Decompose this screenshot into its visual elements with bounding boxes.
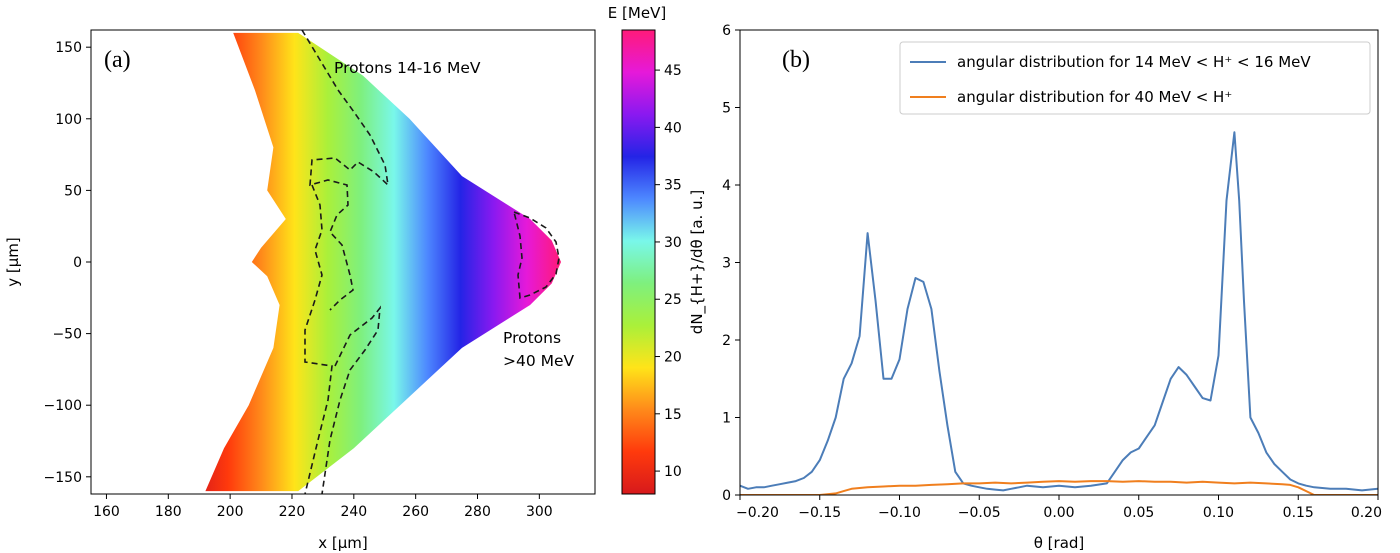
panel-b-x-tick-label: 0.20	[1351, 505, 1382, 521]
panel-a-label: (a)	[104, 47, 131, 73]
colorbar-gradient	[621, 29, 656, 495]
panel-a-x-label: x [μm]	[318, 534, 368, 552]
legend-box	[899, 41, 1371, 115]
panel-b-y-tick-label: 2	[722, 333, 731, 349]
panel-a-x-tick-label: 200	[217, 504, 244, 520]
panel-a-y-tick-label: −100	[44, 398, 82, 414]
colorbar-label: E [MeV]	[608, 4, 666, 22]
colorbar-tick-label: 40	[664, 120, 682, 136]
panel-a-y-axis: −150 −100 −50 0 50 100 150	[44, 40, 91, 486]
panel-a-y-tick-label: 0	[73, 255, 82, 271]
panel-b-x-label: θ [rad]	[1034, 534, 1085, 552]
panel-a-x-axis: 160 180 200 220 240 260 280 300	[93, 494, 553, 520]
panel-b-y-tick-label: 5	[722, 101, 731, 117]
legend-label-14-16: angular distribution for 14 MeV < H⁺ < 1…	[957, 53, 1311, 71]
panel-b-x-tick-label: 0.00	[1043, 505, 1074, 521]
panel-b-y-tick-label: 6	[722, 23, 731, 39]
legend: angular distribution for 14 MeV < H⁺ < 1…	[899, 41, 1371, 115]
panel-a-x-tick-label: 240	[340, 504, 367, 520]
panel-b-y-tick-label: 1	[722, 411, 731, 427]
panel-a-y-tick-label: 50	[64, 183, 82, 199]
colorbar-tick-label: 35	[664, 178, 682, 194]
panel-a-y-tick-label: 150	[55, 40, 82, 56]
beam-energy-map	[205, 32, 561, 492]
panel-b-y-tick-label: 3	[722, 256, 731, 272]
panel-b-x-tick-label: 0.15	[1283, 505, 1314, 521]
colorbar-tick-label: 15	[664, 407, 682, 423]
colorbar: 10 15 20 25 30 35 40 45 E [MeV]	[608, 4, 682, 495]
panel-b-x-tick-label: −0.10	[878, 505, 921, 521]
colorbar-tick-label: 10	[664, 464, 682, 480]
colorbar-tick-label: 30	[664, 235, 682, 251]
series-line-over-40-mev	[740, 480, 1378, 495]
panel-a-x-tick-label: 300	[526, 504, 553, 520]
panel-a-y-tick-label: −150	[44, 470, 82, 486]
panel-a-y-label: y [μm]	[4, 237, 22, 287]
panel-b-x-tick-label: 0.05	[1123, 505, 1154, 521]
panel-b-x-tick-label: −0.05	[958, 505, 1001, 521]
panel-a-y-tick-label: −50	[52, 327, 82, 343]
panel-b-y-axis: 0 1 2 3 4 5 6	[722, 23, 740, 504]
panel-b-x-tick-label: −0.15	[798, 505, 841, 521]
panel-b-x-tick-label: −0.20	[736, 505, 779, 521]
contour-protons-14-16-lower	[304, 184, 382, 494]
panel-a-x-tick-label: 180	[155, 504, 182, 520]
legend-label-over-40: angular distribution for 40 MeV < H⁺	[957, 88, 1232, 106]
colorbar-ticks: 10 15 20 25 30 35 40 45	[655, 63, 682, 480]
panel-b-y-tick-label: 0	[722, 488, 731, 504]
series-line-14-16-mev	[740, 131, 1378, 492]
contour-protons-over-40	[512, 210, 560, 300]
panel-a-x-tick-label: 220	[279, 504, 306, 520]
panel-a-x-tick-label: 160	[93, 504, 120, 520]
panel-a: 160 180 200 220 240 260 280 300 −150 −100 −50 0 50 1…	[4, 4, 682, 552]
contour-protons-14-16-upper	[301, 30, 390, 311]
panel-b-x-axis: −0.20 −0.15 −0.10 −0.05 0.00 0.05 0.10 0.15 0.20	[736, 495, 1382, 521]
panel-a-x-tick-label: 280	[464, 504, 491, 520]
panel-b: −0.20 −0.15 −0.10 −0.05 0.00 0.05 0.10 0.15 0.20…	[688, 23, 1382, 552]
colorbar-tick-label: 25	[664, 292, 682, 308]
annotation-protons-over-40-line1: Protons	[503, 329, 561, 347]
colorbar-tick-label: 20	[664, 350, 682, 366]
annotation-protons-over-40-line2: >40 MeV	[503, 352, 575, 370]
panel-a-x-tick-label: 260	[402, 504, 429, 520]
annotation-protons-14-16: Protons 14-16 MeV	[334, 59, 481, 77]
panel-b-y-label: dN_{H+}/dθ [a. u.]	[688, 190, 707, 334]
colorbar-tick-label: 45	[664, 63, 682, 79]
panel-b-y-tick-label: 4	[722, 178, 731, 194]
panel-b-label: (b)	[782, 47, 810, 73]
panel-b-x-tick-label: 0.10	[1203, 505, 1234, 521]
panel-a-y-tick-label: 100	[55, 112, 82, 128]
